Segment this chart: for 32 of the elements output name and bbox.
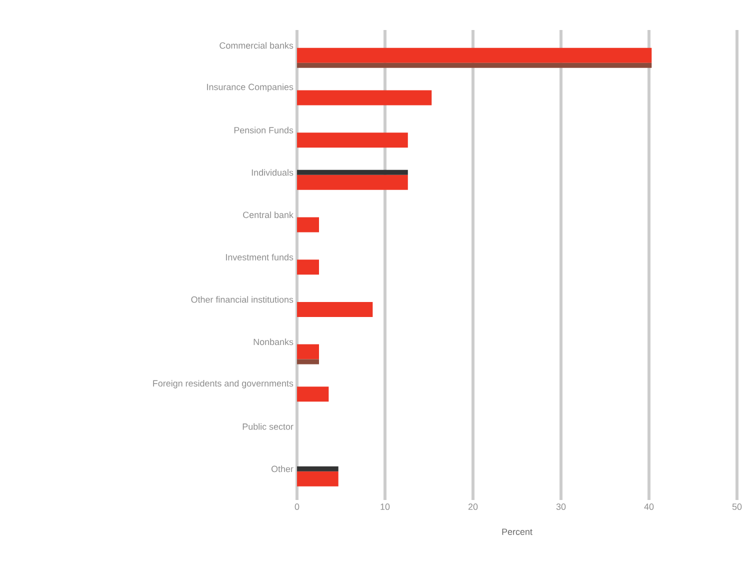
- y-tick-label: Other financial institutions: [191, 296, 294, 303]
- y-tick-label: Public sector: [242, 423, 294, 430]
- y-tick-label: Individuals: [252, 169, 294, 176]
- y-tick-label: Foreign residents and governments: [153, 380, 294, 388]
- bar: [297, 471, 338, 486]
- y-tick-label: Pension Funds: [234, 126, 294, 134]
- x-tick-label: 10: [380, 504, 390, 510]
- bar: [297, 217, 319, 232]
- x-tick-label: 30: [556, 504, 566, 510]
- bar: [297, 132, 408, 148]
- y-tick-label: Commercial banks: [220, 42, 294, 49]
- y-tick-label: Central bank: [243, 211, 294, 218]
- bar: [297, 260, 319, 275]
- bar: [297, 174, 408, 190]
- y-tick-label: Other: [271, 466, 294, 472]
- bar: [297, 90, 432, 106]
- x-tick-label: 50: [732, 504, 742, 510]
- bar: [297, 466, 338, 472]
- bar: [297, 359, 319, 364]
- x-tick-label: 20: [468, 504, 478, 510]
- y-tick-label: Nonbanks: [254, 338, 294, 346]
- bar: [297, 302, 373, 317]
- y-tick-label: Investment funds: [226, 254, 294, 260]
- bar: [297, 48, 652, 63]
- bar: [297, 386, 329, 402]
- bar: [297, 62, 652, 68]
- y-tick-label: Insurance Companies: [207, 84, 294, 92]
- x-axis-title: Percent: [502, 528, 532, 535]
- x-tick-label: 0: [294, 504, 300, 510]
- x-tick-label: 40: [644, 504, 654, 510]
- bar: [297, 170, 408, 175]
- bar: [297, 344, 319, 360]
